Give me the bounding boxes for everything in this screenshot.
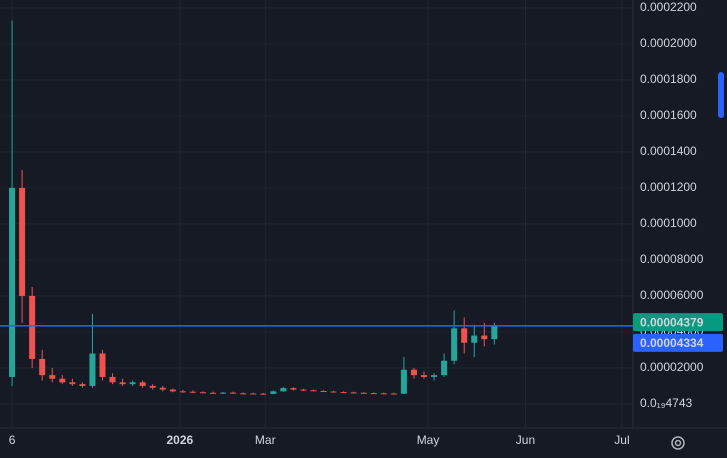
- x-tick-label: 2026: [167, 433, 194, 447]
- labels: 0.0₁₉47430.000020000.000040000.000060000…: [9, 0, 723, 447]
- candle-body: [451, 328, 458, 361]
- candle-body: [39, 358, 46, 376]
- price-tag-label: 0.00004334: [640, 336, 704, 350]
- y-tick-label: 0.0001200: [640, 180, 697, 194]
- candle-body: [99, 353, 106, 377]
- candle-body: [320, 390, 327, 392]
- x-tick-label: Mar: [255, 433, 276, 447]
- y-tick-label: 0.00008000: [640, 252, 704, 266]
- candle-body: [209, 392, 217, 394]
- y-tick-label: 0.00006000: [640, 288, 704, 302]
- candle-body: [230, 392, 237, 394]
- candle-body: [380, 393, 387, 395]
- y-tick-label: 0.0001800: [640, 72, 697, 86]
- candle-body: [461, 328, 468, 343]
- candle-body: [189, 391, 196, 393]
- x-tick-label: May: [417, 433, 440, 447]
- candle-body: [471, 335, 478, 343]
- y-tick-label: 0.0002200: [640, 0, 697, 14]
- candle-body: [119, 382, 126, 385]
- candle-body: [330, 391, 337, 393]
- candle-body: [270, 391, 277, 394]
- gear-inner: [674, 439, 682, 447]
- candle-body: [420, 375, 428, 377]
- candle-body: [390, 393, 397, 395]
- x-tick-label: Jun: [516, 433, 535, 447]
- candle-body: [431, 375, 438, 377]
- candle-body: [250, 393, 257, 395]
- candle-body: [159, 387, 166, 390]
- price-tag: [633, 333, 723, 352]
- candle-body: [89, 353, 96, 386]
- candle-body: [69, 382, 76, 385]
- candle-body: [9, 187, 16, 377]
- y-tick-label: 0.0001400: [640, 144, 697, 158]
- candle-body: [310, 390, 317, 392]
- price-tag-label: 0.00004379: [640, 315, 704, 329]
- candle-body: [29, 295, 36, 359]
- candle-body: [79, 384, 86, 386]
- y-tick-label: 0.0002000: [640, 36, 697, 50]
- candle-body: [240, 393, 247, 395]
- candle-body: [59, 378, 66, 383]
- candle-body: [19, 187, 26, 296]
- y-tick-label: 0.0₁₉4743: [640, 396, 693, 410]
- price-tag: [633, 313, 723, 332]
- candles: [0, 20, 633, 395]
- x-tick-label: Jul: [614, 433, 629, 447]
- x-tick-label: 6: [9, 433, 16, 447]
- candle-body: [129, 382, 136, 385]
- candle-body: [179, 391, 186, 393]
- candle-body: [340, 392, 347, 394]
- candle-body: [109, 376, 116, 383]
- candle-body: [49, 375, 56, 379]
- candle-body: [220, 392, 227, 394]
- candle-body: [139, 382, 146, 386]
- gear-outer: [671, 436, 685, 450]
- candle-body: [300, 389, 307, 391]
- scrollbar[interactable]: [718, 72, 724, 118]
- candle-body: [169, 389, 176, 392]
- candle-body: [400, 369, 407, 394]
- settings-icon[interactable]: [671, 436, 685, 450]
- y-tick-label: 0.00002000: [640, 360, 704, 374]
- candle-body: [410, 369, 417, 376]
- candle-body: [149, 385, 156, 388]
- grid: [0, 0, 633, 428]
- candle-body: [441, 360, 448, 376]
- candle-body: [481, 335, 488, 340]
- candle-body: [290, 388, 297, 390]
- candle-body: [280, 388, 287, 392]
- candle-body: [491, 325, 498, 340]
- candle-body: [199, 392, 206, 394]
- candle-body: [350, 392, 357, 394]
- candle-body: [360, 392, 367, 394]
- y-tick-label: 0.0001600: [640, 108, 697, 122]
- candle-body: [260, 393, 267, 395]
- candle-body: [370, 393, 377, 395]
- y-tick-label: 0.0001000: [640, 216, 697, 230]
